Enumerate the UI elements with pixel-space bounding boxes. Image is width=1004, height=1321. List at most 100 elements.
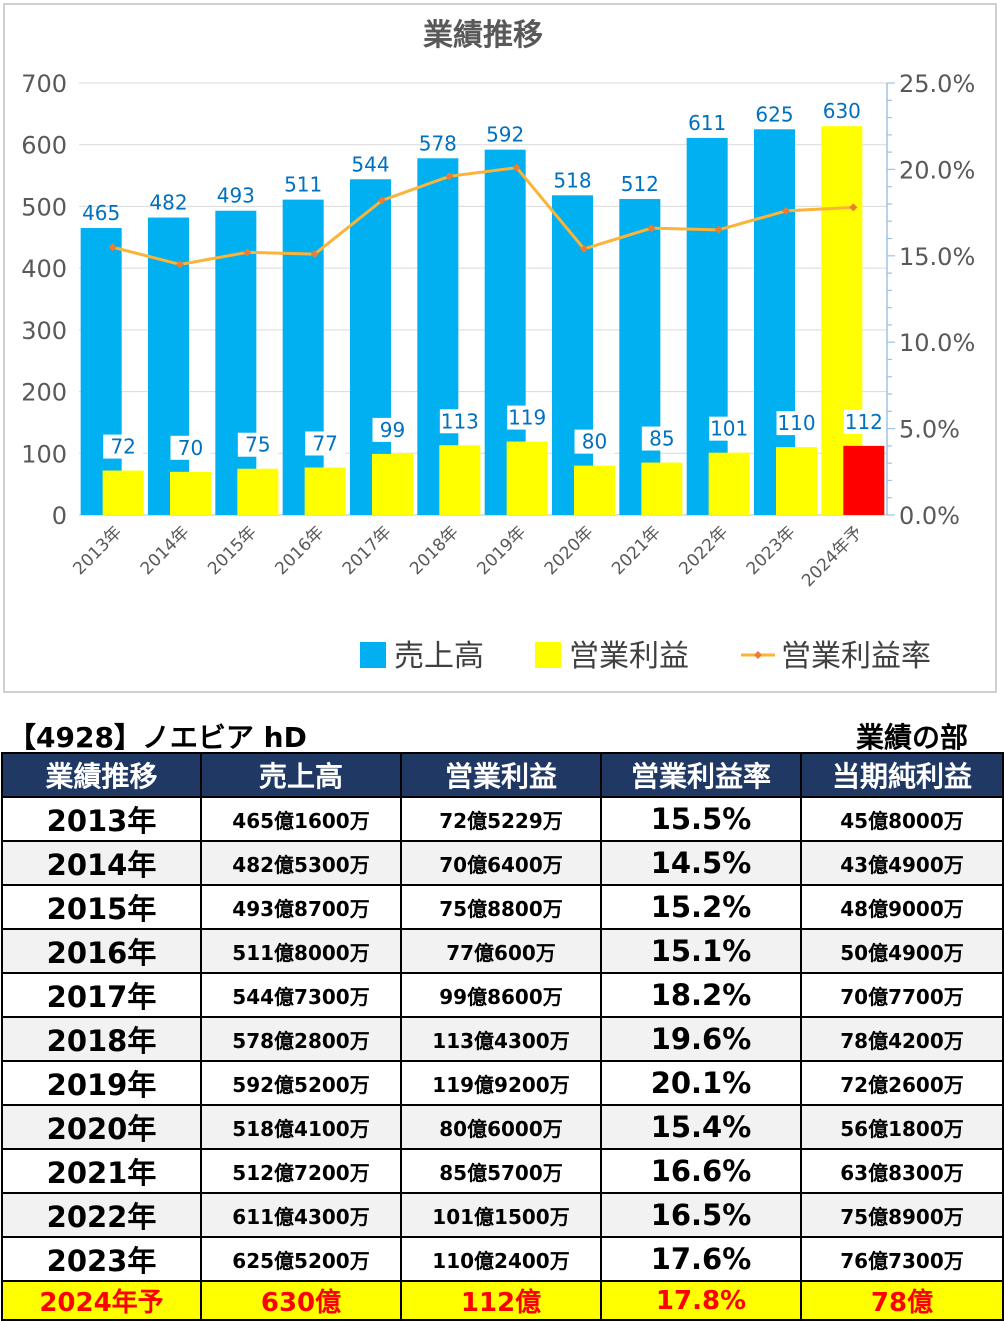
data-label-sales: 512 [621,172,659,196]
cell-operating-profit: 70億6400万 [400,840,602,886]
cell-operating-profit: 101億1500万 [400,1192,602,1238]
x-tick-label: 2016年 [271,522,328,579]
x-tick-label: 2017年 [339,522,396,579]
cell-year: 2017年 [1,972,202,1018]
table-body: 2013年 465億1600万 72億5229万 15.5% 45億8000万 2014年… [1,796,1004,1321]
data-label-box [103,434,144,459]
data-label-operating-profit: 80 [582,430,607,454]
bar-operating-profit [439,445,481,515]
cell-sales: 482億5300万 [200,840,402,886]
cell-year: 2022年 [1,1192,202,1238]
data-label-box [170,435,211,460]
cell-operating-margin: 16.6% [600,1148,802,1194]
x-tick-label: 2024年予 [798,522,867,591]
col-header-net-income: 当期純利益 [800,752,1004,798]
cell-operating-profit: 112億 [400,1280,602,1321]
cell-sales: 511億8000万 [200,928,402,974]
data-label-operating-profit: 112 [845,410,883,434]
cell-year: 2024年予 [1,1280,202,1321]
cell-sales: 630億 [200,1280,402,1321]
data-label-operating-profit: 113 [441,409,479,433]
data-label-box [776,411,817,436]
cell-sales: 512億7200万 [200,1148,402,1194]
y-tick-left: 0 [52,502,67,530]
col-header-operating-profit: 営業利益 [400,752,602,798]
legend-swatch-sales [360,642,386,668]
point-operating-margin [714,225,723,234]
cell-operating-margin: 14.5% [600,840,802,886]
legend-label-sales: 売上高 [394,639,484,674]
cell-sales: 625億5200万 [200,1236,402,1282]
point-operating-margin [512,163,521,172]
cell-operating-profit: 110億2400万 [400,1236,602,1282]
cell-year: 2020年 [1,1104,202,1150]
performance-table: 業績推移 売上高 営業利益 営業利益率 当期純利益 2013年 465億1600万… [1,752,1004,1321]
col-header-sales: 売上高 [200,752,402,798]
cell-operating-margin: 19.6% [600,1016,802,1062]
bar-operating-profit [506,441,548,515]
cell-sales: 578億2800万 [200,1016,402,1062]
data-label-sales: 465 [82,201,120,225]
col-header-operating-margin: 営業利益率 [600,752,802,798]
cell-net-income: 50億4900万 [800,928,1004,974]
data-label-operating-profit: 110 [777,411,815,435]
point-operating-margin [849,203,858,212]
x-tick-label: 2015年 [204,522,261,579]
x-tick-label: 2021年 [608,522,665,579]
point-operating-margin [108,243,117,252]
performance-chart: 業績推移 0 100 200 300 400 500 600 700 0.0% 5.0% 10.0% 1… [21,18,975,674]
cell-net-income: 78億 [800,1280,1004,1321]
cell-operating-margin: 15.1% [600,928,802,974]
cell-operating-profit: 99億8600万 [400,972,602,1018]
data-label-box [305,431,346,456]
data-label-sales: 592 [486,123,524,147]
bar-operating-profit [170,471,211,515]
cell-year: 2018年 [1,1016,202,1062]
table-row: 2022年 611億4300万 101億1500万 16.5% 75億8900万 [1,1192,1004,1238]
table-row: 2020年 518億4100万 80億6000万 15.4% 56億1800万 [1,1104,1004,1150]
y-tick-left: 200 [21,379,67,407]
y-tick-left: 700 [21,70,67,98]
bar-sales [215,210,257,515]
table-row: 2013年 465億1600万 72億5229万 15.5% 45億8000万 [1,796,1004,842]
table-row: 2014年 482億5300万 70億6400万 14.5% 43億4900万 [1,840,1004,886]
legend-marker-operating-margin [754,651,762,659]
bar-operating-profit [574,465,615,515]
table-row: 2021年 512億7200万 85億5700万 16.6% 63億8300万 [1,1148,1004,1194]
x-tick-label: 2013年 [69,522,126,579]
cell-operating-profit: 85億5700万 [400,1148,602,1194]
cell-net-income: 70億7700万 [800,972,1004,1018]
data-label-box [641,426,682,451]
table-row: 2017年 544億7300万 99億8600万 18.2% 70億7700万 [1,972,1004,1018]
cell-operating-margin: 15.4% [600,1104,802,1150]
data-label-sales: 578 [419,131,457,155]
cell-operating-profit: 113億4300万 [400,1016,602,1062]
cell-operating-margin: 18.2% [600,972,802,1018]
data-label-operating-profit: 119 [508,406,546,430]
cell-operating-profit: 80億6000万 [400,1104,602,1150]
table-row: 2015年 493億8700万 75億8800万 15.2% 48億9000万 [1,884,1004,930]
cell-operating-margin: 17.6% [600,1236,802,1282]
data-label-box [709,416,750,441]
cell-operating-margin: 15.5% [600,796,802,842]
cell-net-income: 75億8900万 [800,1192,1004,1238]
legend-swatch-operating-profit [535,642,561,668]
point-operating-margin [243,248,252,257]
point-operating-margin [310,250,319,259]
cell-operating-margin: 16.5% [600,1192,802,1238]
data-label-sales: 611 [688,111,726,135]
legend-label-operating-profit: 営業利益 [569,639,689,674]
cell-sales: 592億5200万 [200,1060,402,1106]
cell-operating-profit: 72億5229万 [400,796,602,842]
cell-year: 2019年 [1,1060,202,1106]
data-label-sales: 544 [351,152,389,176]
data-label-box [237,432,278,457]
y-tick-right: 25.0% [899,70,975,98]
point-operating-margin [445,172,454,181]
cell-net-income: 56億1800万 [800,1104,1004,1150]
y-tick-right: 15.0% [899,243,975,271]
cell-sales: 611億4300万 [200,1192,402,1238]
y-tick-right: 20.0% [899,156,975,184]
cell-year: 2014年 [1,840,202,886]
data-label-box [439,409,480,434]
